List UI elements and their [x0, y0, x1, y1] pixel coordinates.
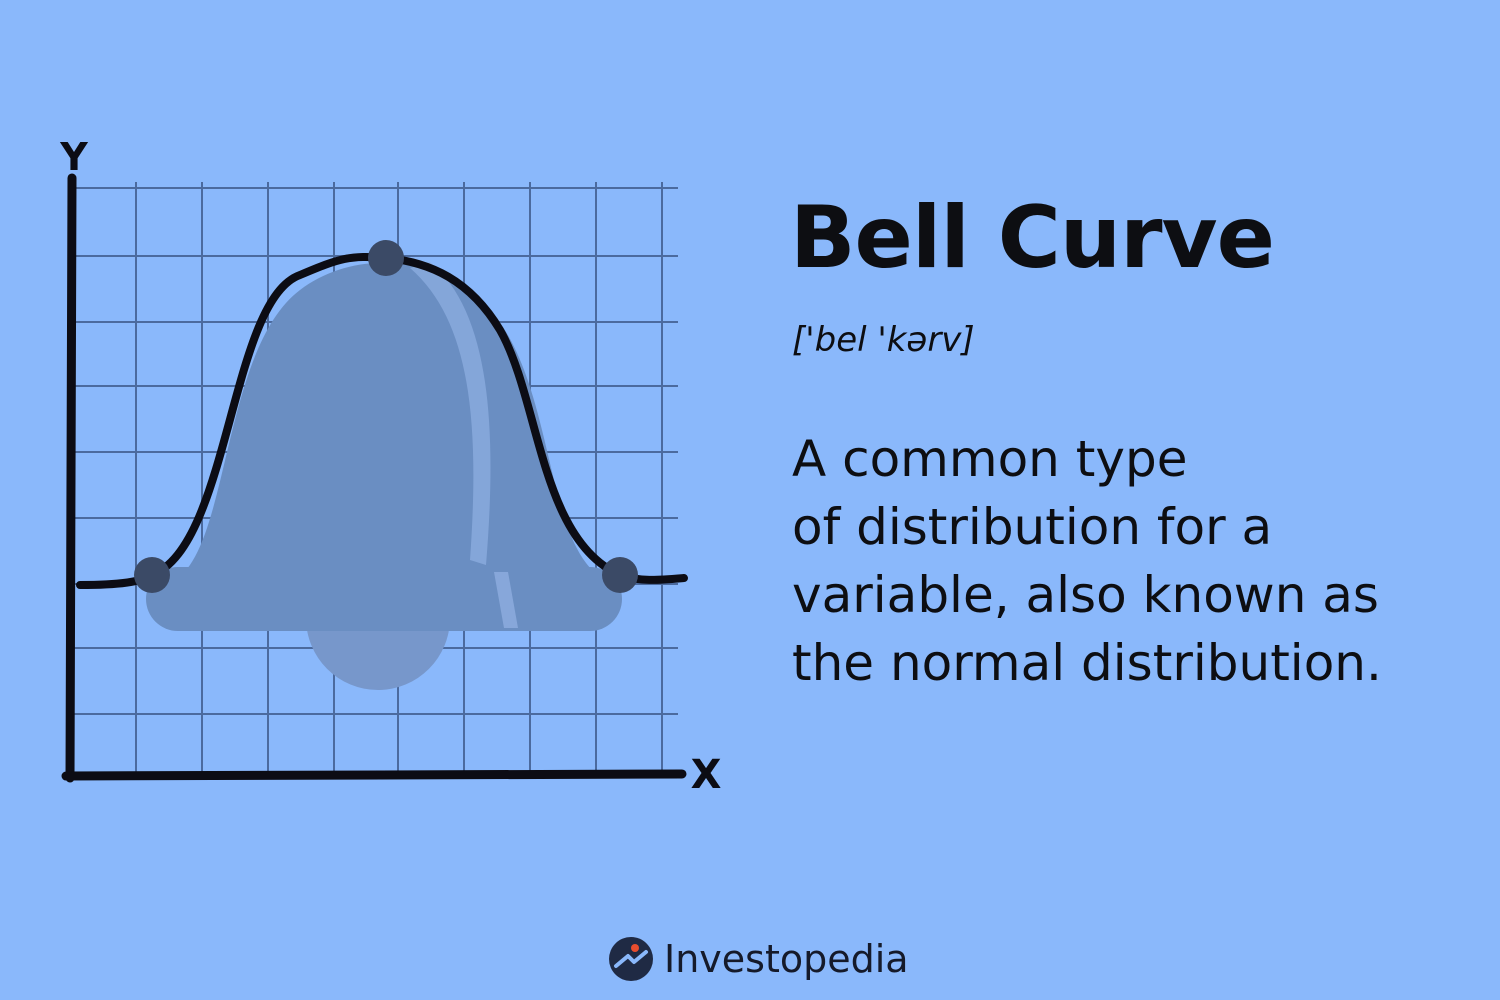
y-axis: [65, 173, 77, 783]
investopedia-logo-icon: [609, 937, 653, 981]
definition-line: the normal distribution.: [792, 634, 1382, 692]
page-title: Bell Curve: [790, 188, 1275, 288]
definition-line: variable, also known as: [792, 566, 1379, 624]
bell-body: [170, 262, 612, 582]
x-axis: [61, 769, 687, 781]
bell-icon: [146, 262, 622, 690]
brand-logo: Investopedia: [608, 931, 909, 987]
bell-rim: [146, 567, 622, 631]
curve-point-peak: [368, 240, 404, 276]
definition: A common type of distribution for a vari…: [792, 425, 1382, 697]
curve-point-left: [134, 557, 170, 593]
y-axis-label: Y: [59, 135, 88, 179]
x-axis-label: X: [691, 752, 722, 798]
rim-highlight: [494, 572, 518, 628]
curve-point-right: [602, 557, 638, 593]
brand-name: Investopedia: [664, 937, 909, 981]
pronunciation: ['bel 'kərv]: [792, 320, 975, 360]
bell-curve-illustration: Y X: [59, 135, 722, 798]
definition-line: A common type: [792, 430, 1188, 488]
definition-line: of distribution for a: [792, 498, 1273, 556]
bell-highlight: [410, 262, 491, 565]
